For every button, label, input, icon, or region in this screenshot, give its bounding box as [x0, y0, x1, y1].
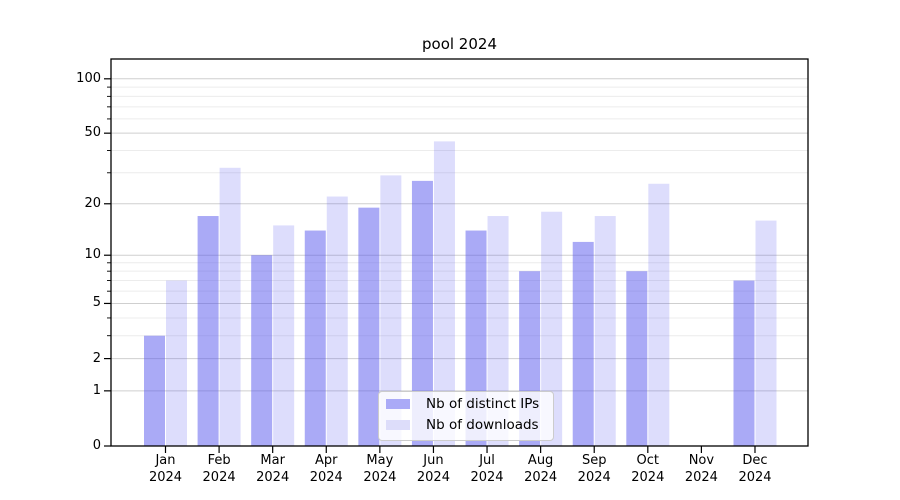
- bar-distinct-ips-sep-2024: [572, 241, 594, 446]
- y-tick-label: 0: [92, 438, 101, 453]
- bar-distinct-ips-mar-2024: [251, 255, 273, 446]
- bar-distinct-ips-dec-2024: [733, 280, 755, 446]
- x-tick-label: Dec 2024: [738, 453, 772, 485]
- legend-item-distinct-ips: Nb of distinct IPs: [386, 394, 539, 414]
- y-tick-label: 2: [92, 350, 101, 366]
- y-tick-label: 1: [92, 382, 101, 398]
- bar-downloads-sep-2024: [594, 216, 616, 446]
- bar-distinct-ips-jun-2024: [411, 180, 433, 446]
- x-tick-label: Mar 2024: [256, 453, 290, 485]
- x-tick-label: May 2024: [363, 453, 397, 485]
- y-tick-label: 20: [84, 195, 101, 211]
- x-tick-label: Apr 2024: [309, 453, 343, 485]
- y-tick-label: 50: [84, 125, 101, 141]
- bar-distinct-ips-apr-2024: [304, 230, 326, 446]
- x-tick-label: Jan 2024: [148, 453, 183, 485]
- x-tick-label: Nov 2024: [684, 453, 718, 485]
- legend-label-downloads: Nb of downloads: [426, 417, 539, 433]
- bar-downloads-dec-2024: [755, 220, 777, 446]
- legend-item-downloads: Nb of downloads: [386, 415, 539, 435]
- x-tick-label: Feb 2024: [202, 453, 236, 485]
- x-tick-label: Sep 2024: [577, 453, 611, 485]
- x-tick-label: Oct 2024: [631, 453, 665, 485]
- x-tick-label: Aug 2024: [524, 453, 558, 485]
- bar-downloads-may-2024: [380, 175, 402, 446]
- axes-frame: [110, 58, 809, 447]
- y-tick-label: 5: [92, 295, 101, 311]
- bar-downloads-jul-2024: [487, 216, 509, 446]
- bar-distinct-ips-feb-2024: [197, 216, 219, 446]
- bar-distinct-ips-oct-2024: [626, 271, 648, 446]
- bar-downloads-apr-2024: [326, 196, 348, 446]
- y-tick-label: 100: [76, 70, 101, 86]
- legend: Nb of distinct IPs Nb of downloads: [378, 391, 554, 441]
- bar-downloads-mar-2024: [273, 225, 295, 446]
- bar-downloads-aug-2024: [541, 211, 563, 446]
- legend-label-distinct-ips: Nb of distinct IPs: [426, 396, 540, 412]
- bar-downloads-jan-2024: [166, 280, 187, 446]
- legend-swatch-downloads: [386, 420, 410, 430]
- legend-swatch-distinct-ips: [386, 399, 410, 409]
- x-tick-label: Jun 2024: [416, 453, 450, 485]
- bar-distinct-ips-may-2024: [358, 207, 380, 446]
- x-tick-label: Jul 2024: [470, 453, 504, 485]
- bar-downloads-oct-2024: [648, 183, 670, 446]
- y-tick-label: 10: [84, 247, 101, 263]
- bar-distinct-ips-jan-2024: [144, 335, 165, 446]
- bar-downloads-feb-2024: [219, 167, 241, 447]
- bar-downloads-jun-2024: [433, 141, 455, 447]
- chart-title: pool 2024: [422, 35, 497, 53]
